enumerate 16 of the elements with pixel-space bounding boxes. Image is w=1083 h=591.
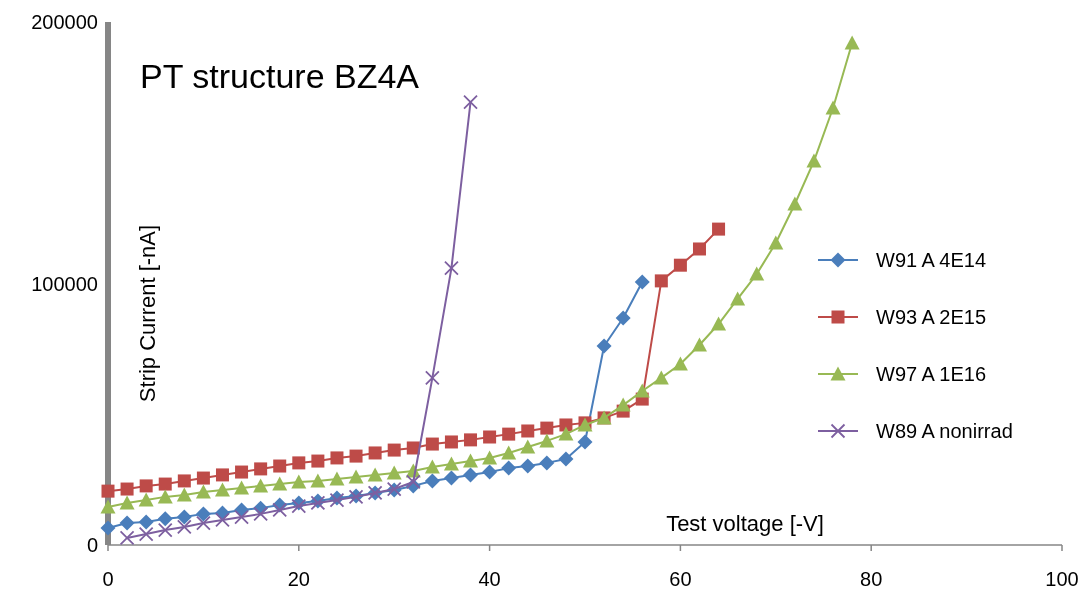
- text: PT structure BZ4A: [140, 57, 420, 95]
- x-tick-label: 60: [669, 568, 692, 590]
- x-tick-label: 100: [1045, 568, 1079, 590]
- x-axis-title: Test voltage [-V]: [666, 511, 824, 536]
- y-tick-label: 200000: [31, 11, 98, 33]
- x-tick-label: 0: [102, 568, 114, 590]
- x-tick-label: 80: [860, 568, 883, 590]
- legend-label: W89 A nonirrad: [876, 420, 1013, 442]
- y-tick-label: 100000: [31, 272, 98, 295]
- y-axis-title: Strip Current [-nA]: [135, 224, 160, 403]
- legend-label: W93 A 2E15: [876, 306, 987, 328]
- x-tick-label: 20: [287, 568, 310, 590]
- legend-label: W91 A 4E14: [876, 249, 987, 271]
- y-tick-label: 0: [86, 534, 98, 556]
- x-tick-label: 40: [478, 568, 501, 590]
- legend-label: W97 A 1E16: [876, 363, 987, 385]
